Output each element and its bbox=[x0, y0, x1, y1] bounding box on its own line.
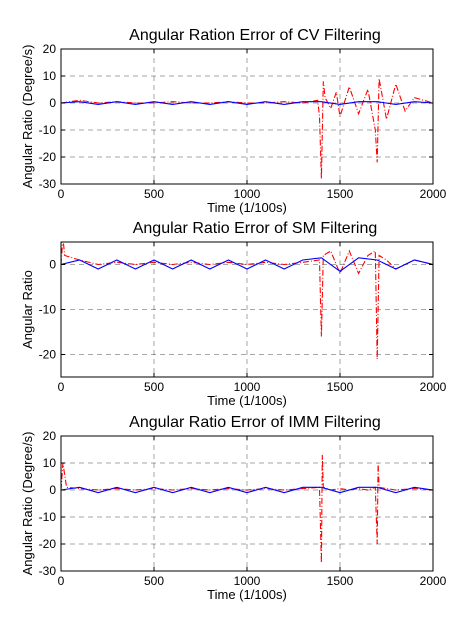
y-tick-label: -20 bbox=[39, 537, 57, 551]
y-tick-label: -10 bbox=[39, 123, 57, 137]
chart-title: Angular Ratio Error of SM Filtering bbox=[133, 220, 378, 237]
y-axis-label: Angular Ratio bbox=[20, 270, 35, 349]
panel-2: 0 500 1000 1500 2000 -20 -10 0 Angular Ratio Err… bbox=[20, 220, 447, 408]
x-tick-label: 0 bbox=[58, 380, 65, 394]
x-tick-label: 0 bbox=[58, 574, 65, 588]
y-tick-label: 20 bbox=[43, 429, 57, 443]
x-axis-label: Time (1/100s) bbox=[207, 393, 287, 408]
y-tick-label: -10 bbox=[39, 303, 57, 317]
y-tick-label: 0 bbox=[49, 483, 56, 497]
y-tick-label: -20 bbox=[39, 150, 57, 164]
x-tick-label: 0 bbox=[58, 187, 65, 201]
x-tick-label: 2000 bbox=[420, 380, 447, 394]
x-tick-label: 1000 bbox=[234, 380, 261, 394]
panel-3: 0 500 1000 1500 2000 -30 -20 -10 0 10 20 Angular Ra… bbox=[20, 414, 447, 602]
y-tick-label: 20 bbox=[43, 42, 57, 56]
y-tick-label: -20 bbox=[39, 348, 57, 362]
series-blue-line bbox=[61, 486, 433, 494]
chart-title: Angular Ratio Error of IMM Filtering bbox=[129, 414, 381, 431]
series-blue-line bbox=[61, 101, 433, 105]
y-tick-label: 0 bbox=[49, 96, 56, 110]
x-tick-label: 500 bbox=[144, 574, 164, 588]
y-tick-label: -30 bbox=[39, 177, 57, 191]
chart-title: Angular Ration Error of CV Filtering bbox=[129, 27, 381, 44]
x-tick-label: 1500 bbox=[327, 187, 354, 201]
y-tick-label: 0 bbox=[49, 258, 56, 272]
y-tick-label: 10 bbox=[43, 456, 57, 470]
x-axis-label: Time (1/100s) bbox=[207, 587, 287, 602]
x-tick-label: 1500 bbox=[327, 574, 354, 588]
y-tick-label: -30 bbox=[39, 564, 57, 578]
x-tick-label: 1500 bbox=[327, 380, 354, 394]
y-tick-label: 10 bbox=[43, 69, 57, 83]
series-red-line bbox=[61, 78, 433, 179]
x-tick-label: 1000 bbox=[234, 187, 261, 201]
series-blue-line bbox=[61, 257, 433, 272]
x-tick-label: 2000 bbox=[420, 574, 447, 588]
y-axis-label: Angular Ratio (Degree/s) bbox=[20, 45, 35, 189]
x-tick-label: 500 bbox=[144, 380, 164, 394]
panel-1: 0 500 1000 1500 2000 -30 -20 -10 0 10 20 Angular Ra… bbox=[20, 27, 447, 215]
y-tick-label: -10 bbox=[39, 510, 57, 524]
x-tick-label: 500 bbox=[144, 187, 164, 201]
x-axis-label: Time (1/100s) bbox=[207, 200, 287, 215]
y-axis-label: Angular Ratio (Degree/s) bbox=[20, 432, 35, 576]
x-tick-label: 1000 bbox=[234, 574, 261, 588]
x-tick-label: 2000 bbox=[420, 187, 447, 201]
